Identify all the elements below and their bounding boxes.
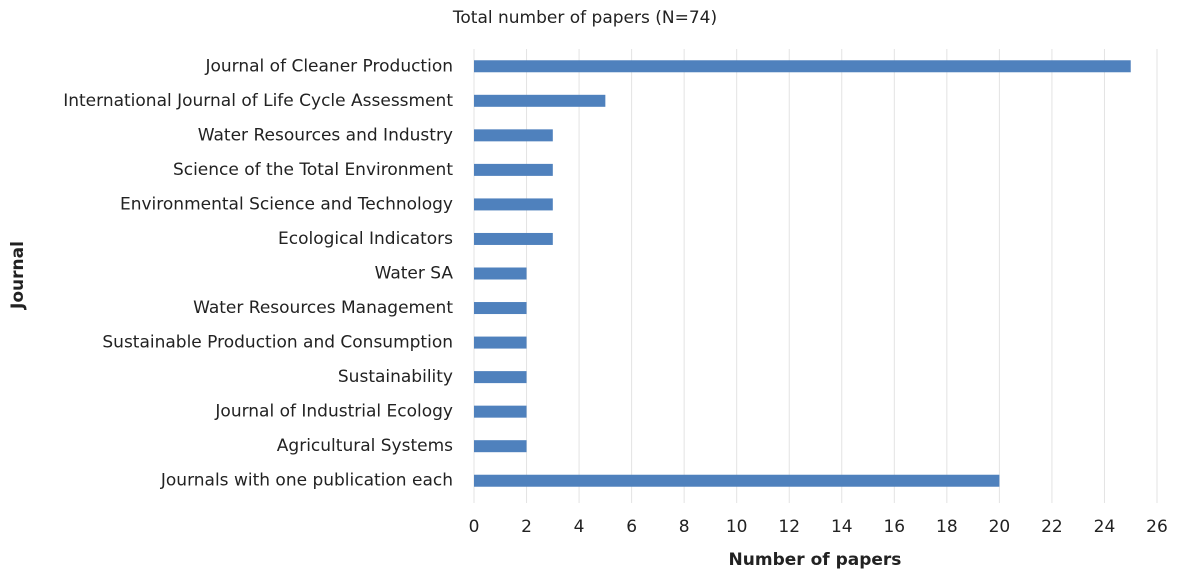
x-tick-label: 26 — [1146, 517, 1168, 537]
x-tick-label: 8 — [679, 517, 690, 537]
chart-title: Total number of papers (N=74) — [452, 8, 717, 28]
bar — [474, 163, 553, 176]
x-tick-label: 6 — [626, 517, 637, 537]
y-tick-label: Water Resources and Industry — [198, 125, 453, 145]
y-tick-label: Water SA — [375, 264, 454, 284]
bar — [474, 440, 527, 453]
y-tick-label: Science of the Total Environment — [173, 160, 453, 180]
x-tick-label: 20 — [989, 517, 1011, 537]
y-tick-label: International Journal of Life Cycle Asse… — [63, 91, 453, 111]
y-axis-label: Journal — [8, 241, 28, 310]
y-tick-label: Sustainable Production and Consumption — [102, 333, 453, 353]
bar — [474, 474, 1000, 487]
bar — [474, 267, 527, 280]
y-tick-label: Journal of Cleaner Production — [204, 56, 453, 76]
bar — [474, 232, 553, 245]
x-tick-label: 0 — [469, 517, 480, 537]
bar — [474, 129, 553, 142]
y-tick-label: Agricultural Systems — [277, 436, 453, 456]
bar — [474, 371, 527, 384]
bar — [474, 302, 527, 315]
x-tick-label: 2 — [521, 517, 532, 537]
bar — [474, 336, 527, 349]
y-tick-label: Water Resources Management — [193, 298, 453, 318]
bar — [474, 405, 527, 418]
x-tick-label: 10 — [726, 517, 748, 537]
y-tick-label: Journal of Industrial Ecology — [214, 402, 453, 422]
bar — [474, 198, 553, 211]
y-tick-label: Ecological Indicators — [278, 229, 453, 249]
y-tick-label: Sustainability — [338, 367, 453, 387]
x-tick-label: 14 — [831, 517, 853, 537]
x-tick-label: 24 — [1094, 517, 1116, 537]
x-tick-label: 22 — [1041, 517, 1063, 537]
x-tick-label: 16 — [883, 517, 905, 537]
x-tick-label: 12 — [778, 517, 800, 537]
bar — [474, 60, 1131, 73]
x-tick-label: 18 — [936, 517, 958, 537]
x-axis-label: Number of papers — [729, 550, 902, 570]
y-tick-label: Environmental Science and Technology — [120, 194, 453, 214]
bar — [474, 94, 606, 107]
x-tick-label: 4 — [574, 517, 585, 537]
y-tick-label: Journals with one publication each — [160, 471, 453, 491]
